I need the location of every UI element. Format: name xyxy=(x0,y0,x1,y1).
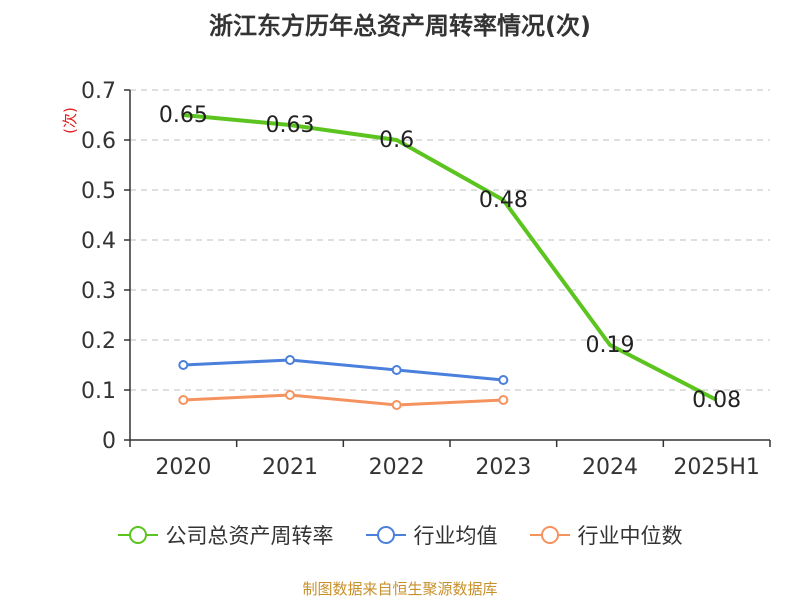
y-tick-label: 0.2 xyxy=(81,329,116,354)
series-point xyxy=(391,400,402,410)
axes: 0 0.1 0.2 0.3 0.4 0.5 0.6 0.7 2020 2021 2022 2023 20… xyxy=(81,79,771,480)
series-point xyxy=(285,390,295,400)
series-line xyxy=(183,358,504,382)
x-tick-label: 2022 xyxy=(369,455,425,480)
y-tick-label: 0 xyxy=(102,429,116,454)
series-point xyxy=(285,355,295,365)
data-label: 0.6 xyxy=(379,128,414,153)
legend-label: 行业均值 xyxy=(413,524,498,548)
series-line xyxy=(183,393,504,407)
grid-lines xyxy=(130,89,770,391)
x-tick-label: 2021 xyxy=(262,455,318,480)
y-tick-label: 0.1 xyxy=(81,379,116,404)
data-source-note: 制图数据来自恒生聚源数据库 xyxy=(302,580,498,598)
legend-label: 行业中位数 xyxy=(577,524,683,548)
legend-item[interactable]: 行业均值 xyxy=(365,520,498,550)
chart-title: 浙江东方历年总资产周转率情况(次) xyxy=(209,12,591,40)
series-point xyxy=(498,395,509,405)
x-tick-label: 2024 xyxy=(582,455,638,480)
series-point xyxy=(178,395,189,405)
series-lines xyxy=(178,113,718,410)
series-point xyxy=(391,365,402,375)
data-label: 0.48 xyxy=(479,188,528,213)
legend-item[interactable]: 行业中位数 xyxy=(529,520,683,550)
y-tick-label: 0.3 xyxy=(81,279,116,304)
data-labels: 0.65 0.63 0.6 0.48 0.19 0.08 xyxy=(159,103,741,413)
x-tick-label: 2025H1 xyxy=(673,455,760,480)
legend-swatch xyxy=(365,526,406,544)
legend-swatch xyxy=(117,526,158,544)
y-tick-label: 0.4 xyxy=(81,229,116,254)
legend-swatch xyxy=(529,526,570,544)
y-tick-label: 0.6 xyxy=(81,129,116,154)
series-line xyxy=(183,113,718,402)
series-point xyxy=(178,360,189,370)
series-point xyxy=(498,375,509,385)
x-tick-label: 2020 xyxy=(155,455,211,480)
x-tick-label: 2023 xyxy=(475,455,531,480)
legend-item[interactable]: 公司总资产周转率 xyxy=(117,520,334,550)
y-tick-label: 0.7 xyxy=(81,79,116,104)
data-label: 0.19 xyxy=(586,333,635,358)
legend: 公司总资产周转率 行业均值 行业中位数 xyxy=(0,520,800,550)
y-tick-label: 0.5 xyxy=(81,179,116,204)
legend-label: 公司总资产周转率 xyxy=(165,524,334,548)
data-label: 0.65 xyxy=(159,103,208,128)
data-label: 0.63 xyxy=(266,113,315,138)
data-label: 0.08 xyxy=(692,388,741,413)
